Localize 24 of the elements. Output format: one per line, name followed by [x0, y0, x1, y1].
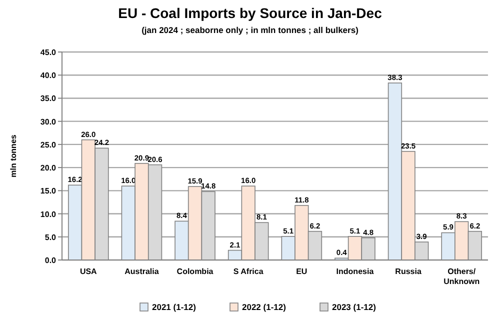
y-tick-label: 45.0 [40, 48, 57, 57]
y-tick-label: 40.0 [40, 71, 57, 80]
chart-title: EU - Coal Imports by Source in Jan-Dec [118, 5, 382, 21]
y-tick-label: 15.0 [40, 186, 57, 196]
legend-label: 2022 (1-12) [242, 302, 286, 312]
x-tick-label: Colombia [176, 267, 214, 276]
x-tick-label: Indonesia [336, 267, 374, 276]
legend-label: 2023 (1-12) [332, 302, 376, 312]
x-tick-label: Australia [124, 267, 160, 276]
legend-label: 2021 (1-12) [152, 302, 196, 312]
x-tick-label: Russia [395, 267, 422, 276]
chart-subtitle: (jan 2024 ; seaborne only ; in mln tonnes ; all bulkers) [142, 25, 359, 35]
y-axis-title: mln tonnes [9, 134, 18, 178]
y-tick-label: 30.0 [40, 117, 57, 126]
y-tick-label: 35.0 [40, 94, 57, 104]
x-tick-label: USA [80, 267, 98, 276]
x-tick-label: Others/ Unknown [444, 267, 480, 286]
x-tick-label: S Africa [233, 267, 264, 276]
y-tick-label: 10.0 [40, 210, 57, 219]
x-tick-label: EU [296, 267, 308, 276]
y-tick-label: 5.0 [44, 232, 57, 242]
y-tick-label: 25.0 [40, 140, 57, 150]
y-tick-label: 20.0 [40, 164, 57, 173]
y-tick-label: 0.0 [44, 256, 57, 265]
